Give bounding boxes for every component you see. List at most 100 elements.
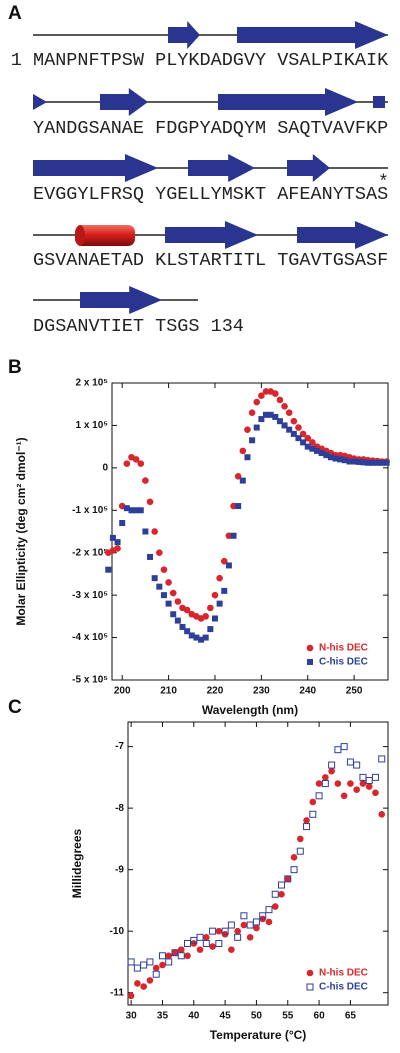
x-tick-label: 40 xyxy=(188,1011,200,1022)
data-point xyxy=(215,939,223,947)
data-point xyxy=(265,906,273,914)
x-tick-label: 45 xyxy=(220,1011,232,1022)
data-point xyxy=(323,452,330,459)
data-point xyxy=(170,611,177,618)
data-point xyxy=(142,477,149,484)
data-point xyxy=(359,773,367,781)
data-point xyxy=(202,939,210,947)
beta-strand xyxy=(80,286,162,314)
data-point xyxy=(239,447,247,455)
data-point xyxy=(211,615,218,622)
data-point xyxy=(253,924,260,932)
data-point xyxy=(253,424,260,431)
beta-strand xyxy=(218,88,358,116)
data-point xyxy=(165,952,173,960)
data-point xyxy=(146,958,154,966)
x-tick-label: 200 xyxy=(114,686,131,697)
data-point xyxy=(134,980,141,987)
x-tick-label: 30 xyxy=(126,1011,138,1022)
data-point xyxy=(285,409,293,417)
y-tick-label: -1 x 10⁵ xyxy=(72,505,108,516)
data-point xyxy=(284,875,292,883)
data-point xyxy=(127,992,135,1000)
data-point xyxy=(240,921,248,929)
legend-label: N-his DEC xyxy=(319,968,368,979)
data-point xyxy=(328,761,336,769)
data-point xyxy=(315,792,323,800)
plot-frame xyxy=(111,382,389,681)
beta-strand xyxy=(33,154,158,182)
y-tick-label: -4 x 10⁵ xyxy=(72,632,108,643)
data-point xyxy=(152,964,160,972)
beta-strand xyxy=(188,154,255,182)
data-point xyxy=(128,507,135,514)
beta-strand xyxy=(287,154,330,182)
data-point xyxy=(151,528,158,535)
data-point xyxy=(244,426,251,433)
data-point xyxy=(137,460,145,467)
data-point xyxy=(235,503,242,510)
data-point xyxy=(156,583,163,590)
data-point xyxy=(353,761,361,769)
data-point xyxy=(184,952,191,960)
data-point xyxy=(309,798,317,806)
y-tick-label: 2 x 10⁵ xyxy=(76,378,109,389)
data-point xyxy=(353,786,360,793)
data-point xyxy=(351,458,358,465)
legend-marker xyxy=(306,983,314,991)
data-point xyxy=(309,810,317,818)
data-point xyxy=(286,426,293,433)
data-point xyxy=(137,507,144,514)
data-point xyxy=(369,459,376,466)
data-point xyxy=(303,817,310,824)
data-point xyxy=(284,875,292,883)
data-point xyxy=(328,767,335,775)
data-point xyxy=(160,592,167,599)
data-point xyxy=(184,628,191,635)
data-point xyxy=(248,409,256,417)
data-point xyxy=(140,983,147,990)
data-point xyxy=(340,792,348,800)
x-tick-label: 65 xyxy=(345,1011,357,1022)
strand-start xyxy=(33,94,47,110)
data-point xyxy=(271,390,279,397)
data-point xyxy=(365,459,372,466)
y-tick-label: -10 xyxy=(110,926,125,937)
data-point xyxy=(253,398,261,406)
data-point xyxy=(347,780,354,787)
legend-label: C-his DEC xyxy=(319,982,368,993)
data-point xyxy=(271,903,279,910)
data-point xyxy=(132,456,140,463)
data-point xyxy=(277,881,285,889)
data-point xyxy=(114,545,121,552)
data-point xyxy=(177,946,185,953)
x-tick-label: 35 xyxy=(157,1011,169,1022)
strand-stub xyxy=(373,96,385,108)
y-tick-label: 0 xyxy=(102,462,108,473)
y-tick-label: -9 xyxy=(115,864,124,875)
sequence-row: EVGGYLFRSQ YGELLYMSKT AFEANYTSAS xyxy=(33,185,388,205)
data-point xyxy=(340,743,348,751)
data-point xyxy=(296,847,304,855)
legend-label: C-his DEC xyxy=(319,657,368,668)
y-axis-title: Millidegrees xyxy=(70,828,84,898)
data-point xyxy=(105,566,112,573)
data-point xyxy=(177,952,185,960)
y-tick-label: -2 x 10⁵ xyxy=(72,547,108,558)
x-axis-title: Wavelength (nm) xyxy=(202,703,298,717)
data-point xyxy=(246,934,254,941)
alpha-helix xyxy=(75,225,135,246)
data-point xyxy=(159,961,166,969)
data-point xyxy=(227,921,235,929)
data-point xyxy=(146,498,154,506)
data-point xyxy=(378,459,385,466)
data-point xyxy=(184,939,192,947)
data-point xyxy=(332,455,339,462)
data-point xyxy=(133,964,141,972)
data-point xyxy=(262,388,270,395)
y-tick-label: -3 x 10⁵ xyxy=(72,590,108,601)
data-point xyxy=(211,591,219,599)
legend-marker xyxy=(306,969,314,977)
data-point xyxy=(315,780,323,787)
